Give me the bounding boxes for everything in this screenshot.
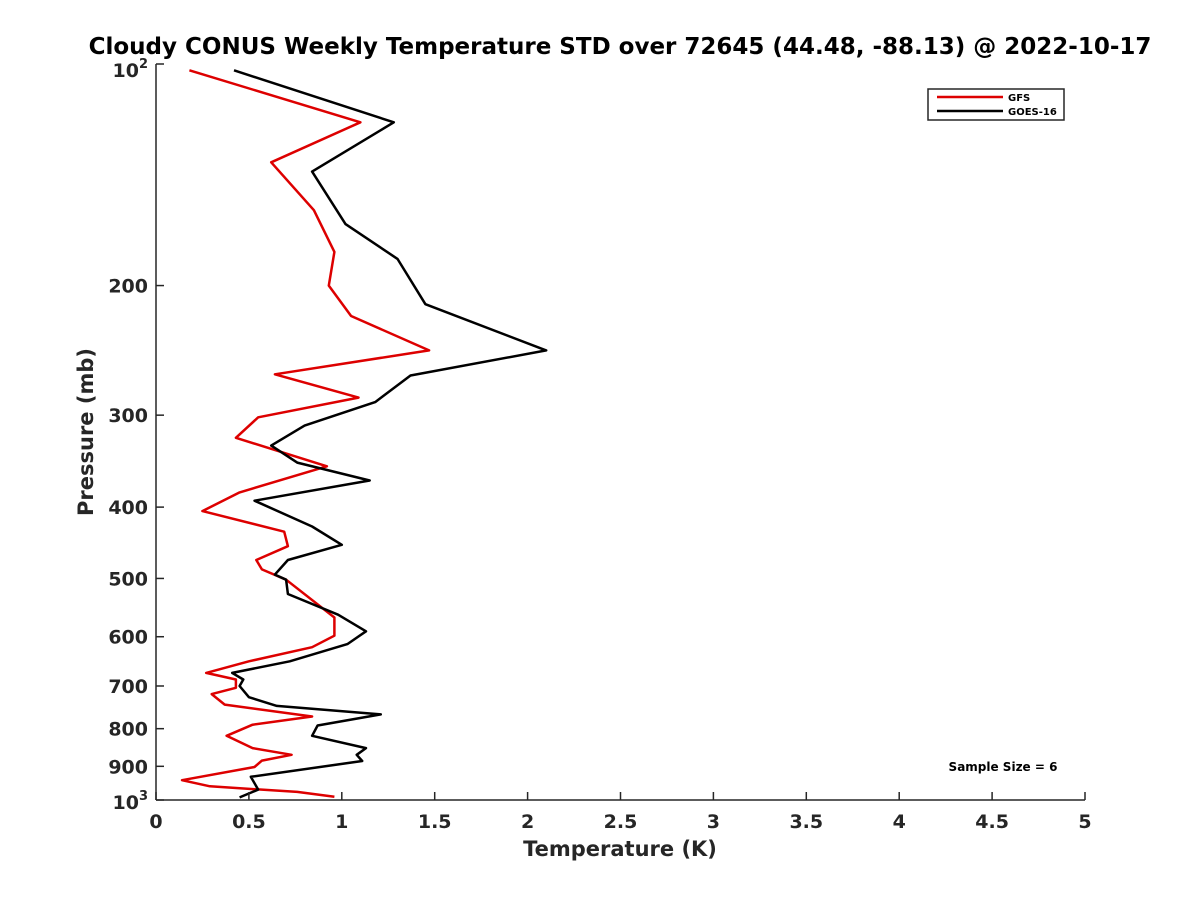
legend-box [927, 88, 1065, 121]
y-ticks: 200 300 400 500 600 700 800 900 [108, 63, 164, 801]
x-tick-label: 4 [893, 811, 906, 833]
legend-label-gfs: GFS [1008, 93, 1030, 104]
x-tick-label: 3.5 [789, 811, 823, 833]
y-tick-label: 900 [108, 756, 148, 778]
x-tick-label: 5 [1078, 811, 1091, 833]
legend: GFS GOES-16 [927, 88, 1065, 121]
y-tick-label-bottom: 103 [113, 789, 149, 814]
x-tick-label: 4.5 [975, 811, 1009, 833]
legend-label-goes16: GOES-16 [1008, 107, 1057, 118]
chart-title: Cloudy CONUS Weekly Temperature STD over… [89, 34, 1152, 60]
y-axis-label: Pressure (mb) [74, 348, 98, 516]
y-tick-label: 800 [108, 719, 148, 741]
x-tick-label: 3 [707, 811, 720, 833]
x-axis-label: Temperature (K) [523, 837, 717, 861]
series-line-goes16 [230, 69, 548, 799]
sample-size-annotation: Sample Size = 6 [949, 760, 1058, 774]
y-tick-label: 500 [108, 568, 148, 590]
y-tick-label: 700 [108, 676, 148, 698]
x-tick-label: 0 [149, 811, 162, 833]
y-tick-label: 400 [108, 497, 148, 519]
y-tick-label-top: 102 [113, 57, 149, 82]
y-tick-label: 600 [108, 627, 148, 649]
x-tick-label: 0.5 [232, 811, 266, 833]
x-tick-label: 2 [521, 811, 534, 833]
x-tick-label: 1.5 [418, 811, 452, 833]
x-tick-label: 1 [335, 811, 348, 833]
y-tick-label: 300 [108, 405, 148, 427]
plot-area [180, 69, 548, 799]
y-tick-label: 200 [108, 276, 148, 298]
series-line-gfs [180, 69, 431, 799]
x-ticks: 0 0.5 1 1.5 2 2.5 3 3.5 4 4.5 5 [149, 792, 1092, 833]
x-tick-label: 2.5 [604, 811, 638, 833]
